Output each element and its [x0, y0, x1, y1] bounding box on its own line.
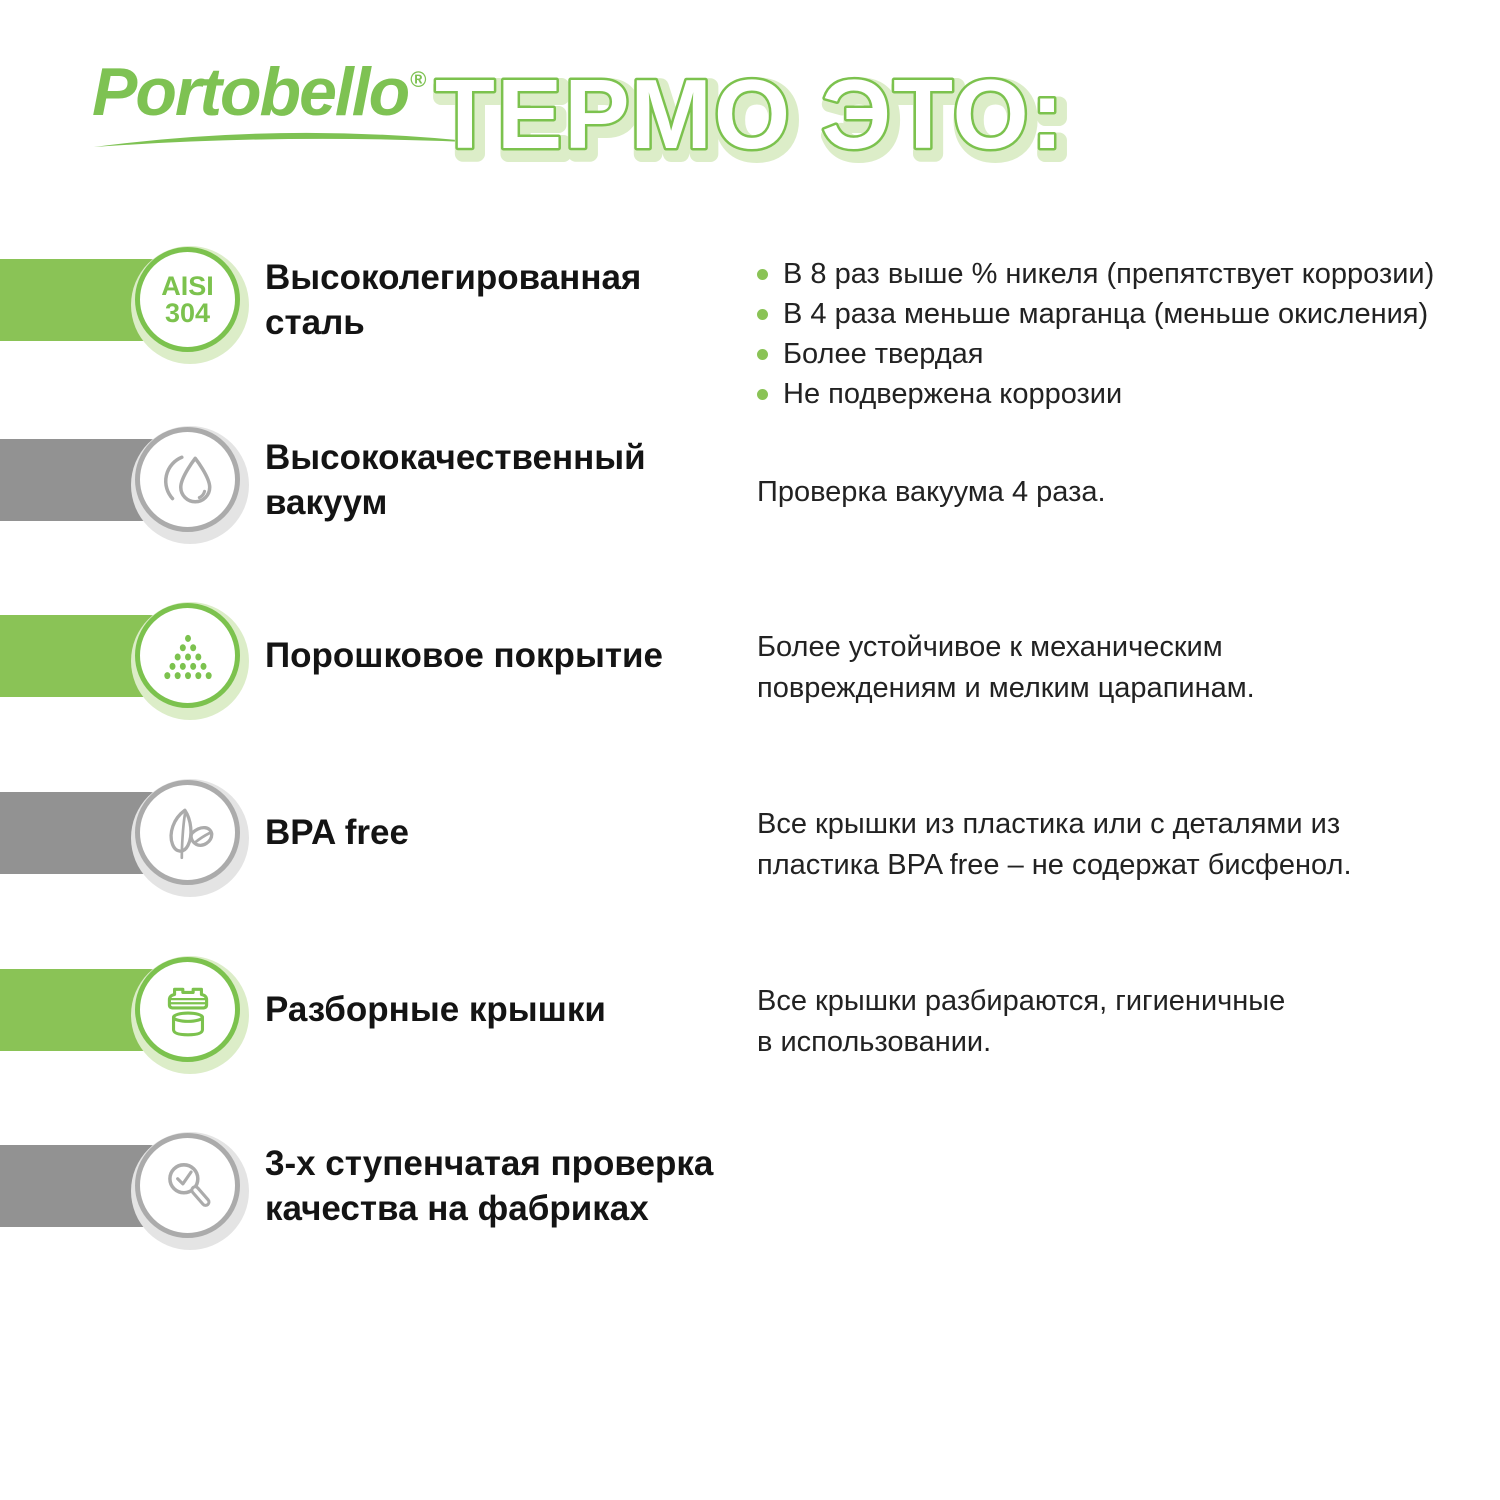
aisi-304-badge: AISI 304 [161, 271, 214, 328]
feature-heading: Высоколегированная сталь [265, 257, 642, 343]
water-drop-icon [163, 455, 211, 503]
feature-icon-circle [135, 1133, 240, 1238]
leaves-icon [168, 808, 213, 859]
feature-icon-circle [135, 603, 240, 708]
powder-dots-icon [163, 634, 212, 679]
feature-icon-circle: AISI 304 [135, 247, 240, 352]
feature-details: Более устойчивое к механическим поврежде… [757, 603, 1477, 733]
feature-heading: Разборные крышки [265, 990, 606, 1030]
feature-bullet: Более твердая [757, 337, 1477, 370]
bullet-dot [757, 388, 768, 400]
bullet-text: В 4 раза меньше марганца (меньше окислен… [783, 297, 1429, 330]
feature-icon-circle [135, 427, 240, 532]
lid-parts-icon [167, 987, 208, 1036]
bullet-dot [757, 268, 768, 280]
feature-bullet: В 8 раз выше % никеля (препятствует корр… [757, 257, 1477, 290]
feature-row: AISI 304 Высоколегированная сталь В 8 ра… [0, 235, 1500, 408]
feature-bullet: Не подвержена коррозии [757, 377, 1477, 410]
brand-name: Portobello® [92, 58, 492, 126]
aisi-line-2: 304 [164, 297, 211, 328]
bullet-text: Не подвержена коррозии [783, 377, 1123, 410]
feature-details: Все крышки из пластика или с деталями из… [757, 780, 1477, 910]
bullet-dot [757, 308, 768, 320]
feature-heading: Высококачественный вакуум [265, 437, 646, 523]
feature-row: Порошковое покрытие Более устойчивое к м… [0, 591, 1500, 721]
feature-row: 3-х ступенчатая проверка качества на фаб… [0, 1121, 1500, 1251]
feature-row: BPA free Все крышки из пластика или с де… [0, 768, 1500, 898]
bullet-text: Более твердая [783, 337, 984, 370]
page-title-text: ТЕРМО ЭТО: [435, 59, 1065, 169]
feature-description: Более устойчивое к механическим поврежде… [757, 631, 1255, 704]
feature-description: Все крышки из пластика или с деталями из… [757, 808, 1352, 881]
bullet-text: В 8 раз выше % никеля (препятствует корр… [783, 257, 1435, 290]
page-title-halo: ТЕРМО ЭТО: [440, 65, 1070, 175]
feature-description: Проверка вакуума 4 раза. [757, 475, 1106, 508]
feature-heading: 3-х ступенчатая проверка качества на фаб… [265, 1143, 714, 1229]
brand-logo: Portobello® [92, 58, 492, 150]
feature-row: Разборные крышки Все крышки разбираются,… [0, 945, 1500, 1075]
feature-details: Все крышки разбираются, гигиеничные в ис… [757, 957, 1477, 1087]
feature-description: Все крышки разбираются, гигиеничные в ис… [757, 985, 1286, 1058]
aisi-line-1: AISI [161, 271, 214, 302]
logo-swoosh [94, 132, 486, 147]
feature-heading: Порошковое покрытие [265, 636, 663, 676]
feature-icon-circle [135, 780, 240, 885]
feature-bullet: В 4 раза меньше марганца (меньше окислен… [757, 297, 1477, 330]
bullet-dot [757, 348, 768, 360]
registered-trademark: ® [410, 67, 426, 92]
feature-details: В 8 раз выше % никеля (препятствует корр… [757, 259, 1477, 408]
feature-icon-circle [135, 957, 240, 1062]
feature-heading: BPA free [265, 813, 409, 853]
feature-details: Проверка вакуума 4 раза. [757, 427, 1477, 557]
feature-details [757, 1133, 1477, 1263]
brand-name-text: Portobello [92, 54, 410, 130]
magnifier-check-icon [167, 1162, 210, 1207]
feature-bullets: В 8 раз выше % никеля (препятствует корр… [757, 257, 1477, 410]
feature-row: Высококачественный вакуум Проверка вакуу… [0, 415, 1500, 545]
page-title: ТЕРМО ЭТО: ТЕРМО ЭТО: [432, 57, 1076, 184]
